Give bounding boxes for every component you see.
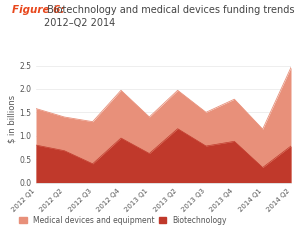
Text: Figure 6:: Figure 6: [12,5,64,15]
Legend: Medical devices and equipment, Biotechnology: Medical devices and equipment, Biotechno… [16,213,230,228]
Y-axis label: $ in billions: $ in billions [7,95,16,143]
Text: Biotechnology and medical devices funding trends
2012–Q2 2014: Biotechnology and medical devices fundin… [44,5,294,28]
